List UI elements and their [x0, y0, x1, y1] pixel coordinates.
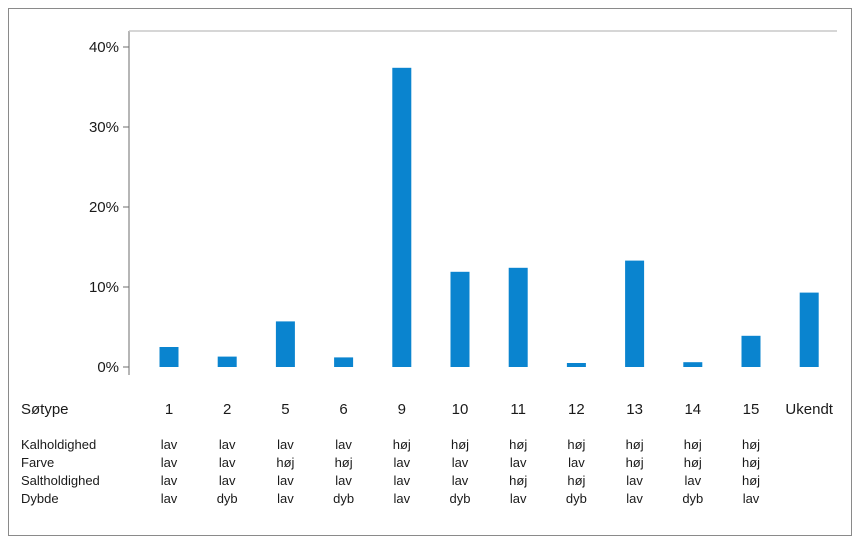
table-cell: lav: [277, 473, 294, 488]
table-cell: dyb: [450, 491, 471, 506]
bar: [683, 362, 703, 367]
table-cell: høj: [742, 455, 760, 470]
table-cell: dyb: [682, 491, 703, 506]
table-cell: høj: [684, 455, 702, 470]
table-cell: lav: [452, 473, 469, 488]
y-tick-label: 30%: [89, 119, 119, 136]
table-cell: lav: [219, 437, 236, 452]
x-tick-label: 13: [626, 401, 643, 418]
table-cell: lav: [219, 473, 236, 488]
chart-canvas: 0%10%20%30%40% Søtype 1 2 5 6 9 10 11 12 13 14 15 Uk…: [21, 30, 837, 506]
table-cell: lav: [161, 473, 178, 488]
x-tick-label: 1: [165, 401, 173, 418]
x-tick-label: 6: [339, 401, 347, 418]
x-tick-label: Ukendt: [785, 401, 833, 418]
table-cell: lav: [335, 437, 352, 452]
x-axis: Søtype 1 2 5 6 9 10 11 12 13 14 15 Ukendt: [21, 401, 834, 418]
table-row-label: Kalholdighed: [21, 437, 96, 452]
table-cell: høj: [276, 455, 294, 470]
bar: [392, 67, 412, 368]
x-tick-label: 11: [510, 401, 526, 418]
y-tick-label: 10%: [89, 279, 119, 296]
chart-frame: 0% 10% 20% 30% 40% Søtype 1 2 5 6 9 10 11 12 13 14 15 Uk…: [8, 8, 852, 536]
table-cell: lav: [626, 491, 643, 506]
table-cell: lav: [393, 491, 410, 506]
table-cell: høj: [742, 437, 760, 452]
bar: [508, 267, 528, 367]
table-cell: dyb: [333, 491, 354, 506]
x-tick-label: 5: [281, 401, 289, 418]
x-tick-label: 2: [223, 401, 231, 418]
x-tick-label: 12: [568, 401, 585, 418]
table-cell: lav: [510, 455, 527, 470]
table-cell: lav: [684, 473, 701, 488]
table-cell: lav: [335, 473, 352, 488]
table-cell: høj: [626, 437, 644, 452]
table-cell: høj: [509, 473, 527, 488]
table-cell: lav: [510, 491, 527, 506]
bar: [450, 271, 470, 367]
bar: [799, 292, 819, 367]
x-tick-label: 10: [452, 401, 469, 418]
bar: [217, 356, 237, 367]
table-cell: høj: [567, 437, 585, 452]
table-cell: lav: [161, 491, 178, 506]
table-cell: høj: [509, 437, 527, 452]
table-cell: lav: [277, 491, 294, 506]
bar: [625, 260, 645, 367]
bars: [159, 67, 819, 368]
bar: [275, 321, 295, 367]
table-cell: lav: [161, 437, 178, 452]
table-cell: høj: [626, 455, 644, 470]
table-cell: lav: [393, 473, 410, 488]
x-tick-label: 9: [398, 401, 406, 418]
y-axis: 0% 10% 20% 30% 40%: [89, 39, 129, 376]
table-row-label: Dybde: [21, 491, 59, 506]
x-tick-label: 14: [684, 401, 701, 418]
table-cell: høj: [335, 455, 353, 470]
table-cell: lav: [219, 455, 236, 470]
bar: [159, 347, 179, 367]
table-cell: lav: [393, 455, 410, 470]
table-cell: høj: [451, 437, 469, 452]
bar: [566, 363, 586, 367]
table-cell: lav: [568, 455, 585, 470]
table-cell: høj: [684, 437, 702, 452]
table-row-label: Saltholdighed: [21, 473, 100, 488]
table-cell: lav: [452, 455, 469, 470]
table-cell: dyb: [217, 491, 238, 506]
table-cell: høj: [567, 473, 585, 488]
table-row-label: Farve: [21, 455, 54, 470]
table-cell: høj: [742, 473, 760, 488]
y-tick-label: 0%: [97, 359, 119, 376]
table-cell: lav: [161, 455, 178, 470]
x-tick-label: 15: [743, 401, 760, 418]
table-cell: lav: [626, 473, 643, 488]
bar: [741, 335, 761, 367]
bar: [334, 357, 354, 367]
table-cell: lav: [743, 491, 760, 506]
table-cell: dyb: [566, 491, 587, 506]
table-cell: høj: [393, 437, 411, 452]
table-cell: lav: [277, 437, 294, 452]
attribute-table: Kalholdighed lav lav lav lav høj høj høj høj høj h…: [21, 437, 760, 506]
plot-area: [128, 30, 837, 375]
x-axis-label: Søtype: [21, 401, 69, 418]
y-tick-label: 40%: [89, 39, 119, 56]
y-tick-label: 20%: [89, 199, 119, 216]
